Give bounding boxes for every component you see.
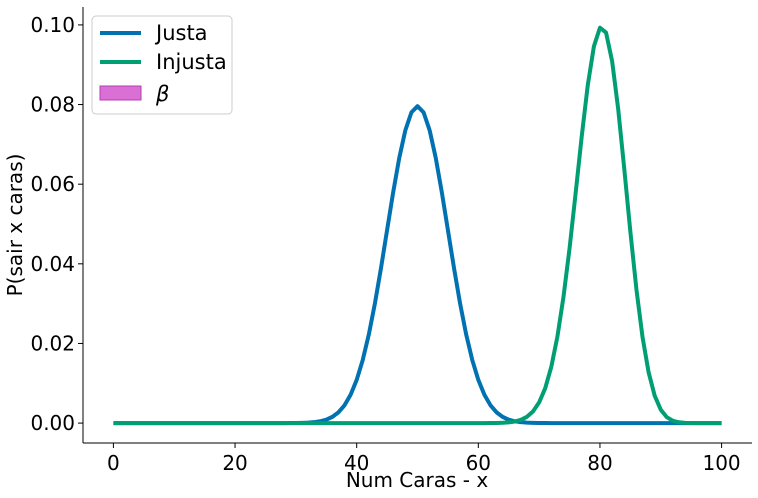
legend-beta-swatch	[99, 85, 142, 101]
x-tick-label: 0	[107, 451, 120, 475]
series-layer	[113, 25, 722, 426]
legend-beta-label: β	[155, 82, 169, 106]
x-tick-label: 20	[222, 451, 247, 475]
x-tick-label: 80	[587, 451, 612, 475]
series-line-justa	[113, 104, 722, 426]
x-axis-label: Num Caras - x	[346, 468, 489, 492]
tick-layer: 0 20 40 60 80 100 0.00 0.02 0.04 0.06 0.08 0.10	[30, 13, 740, 475]
x-tick-label: 100	[702, 451, 740, 475]
y-tick-label: 0.00	[30, 411, 75, 435]
y-tick-label: 0.02	[30, 331, 75, 355]
series-line-injusta	[113, 25, 722, 426]
x-tick-label: 60	[466, 451, 491, 475]
legend: Justa Injusta β	[91, 15, 233, 115]
y-tick-label: 0.10	[30, 13, 75, 37]
y-axis-label: P(sair x caras)	[3, 154, 27, 297]
y-tick-label: 0.08	[30, 93, 75, 117]
y-tick-label: 0.06	[30, 172, 75, 196]
y-tick-label: 0.04	[30, 252, 75, 276]
x-tick-label: 40	[344, 451, 369, 475]
legend-injusta-label: Injusta	[156, 50, 227, 74]
legend-justa-label: Justa	[154, 21, 208, 45]
